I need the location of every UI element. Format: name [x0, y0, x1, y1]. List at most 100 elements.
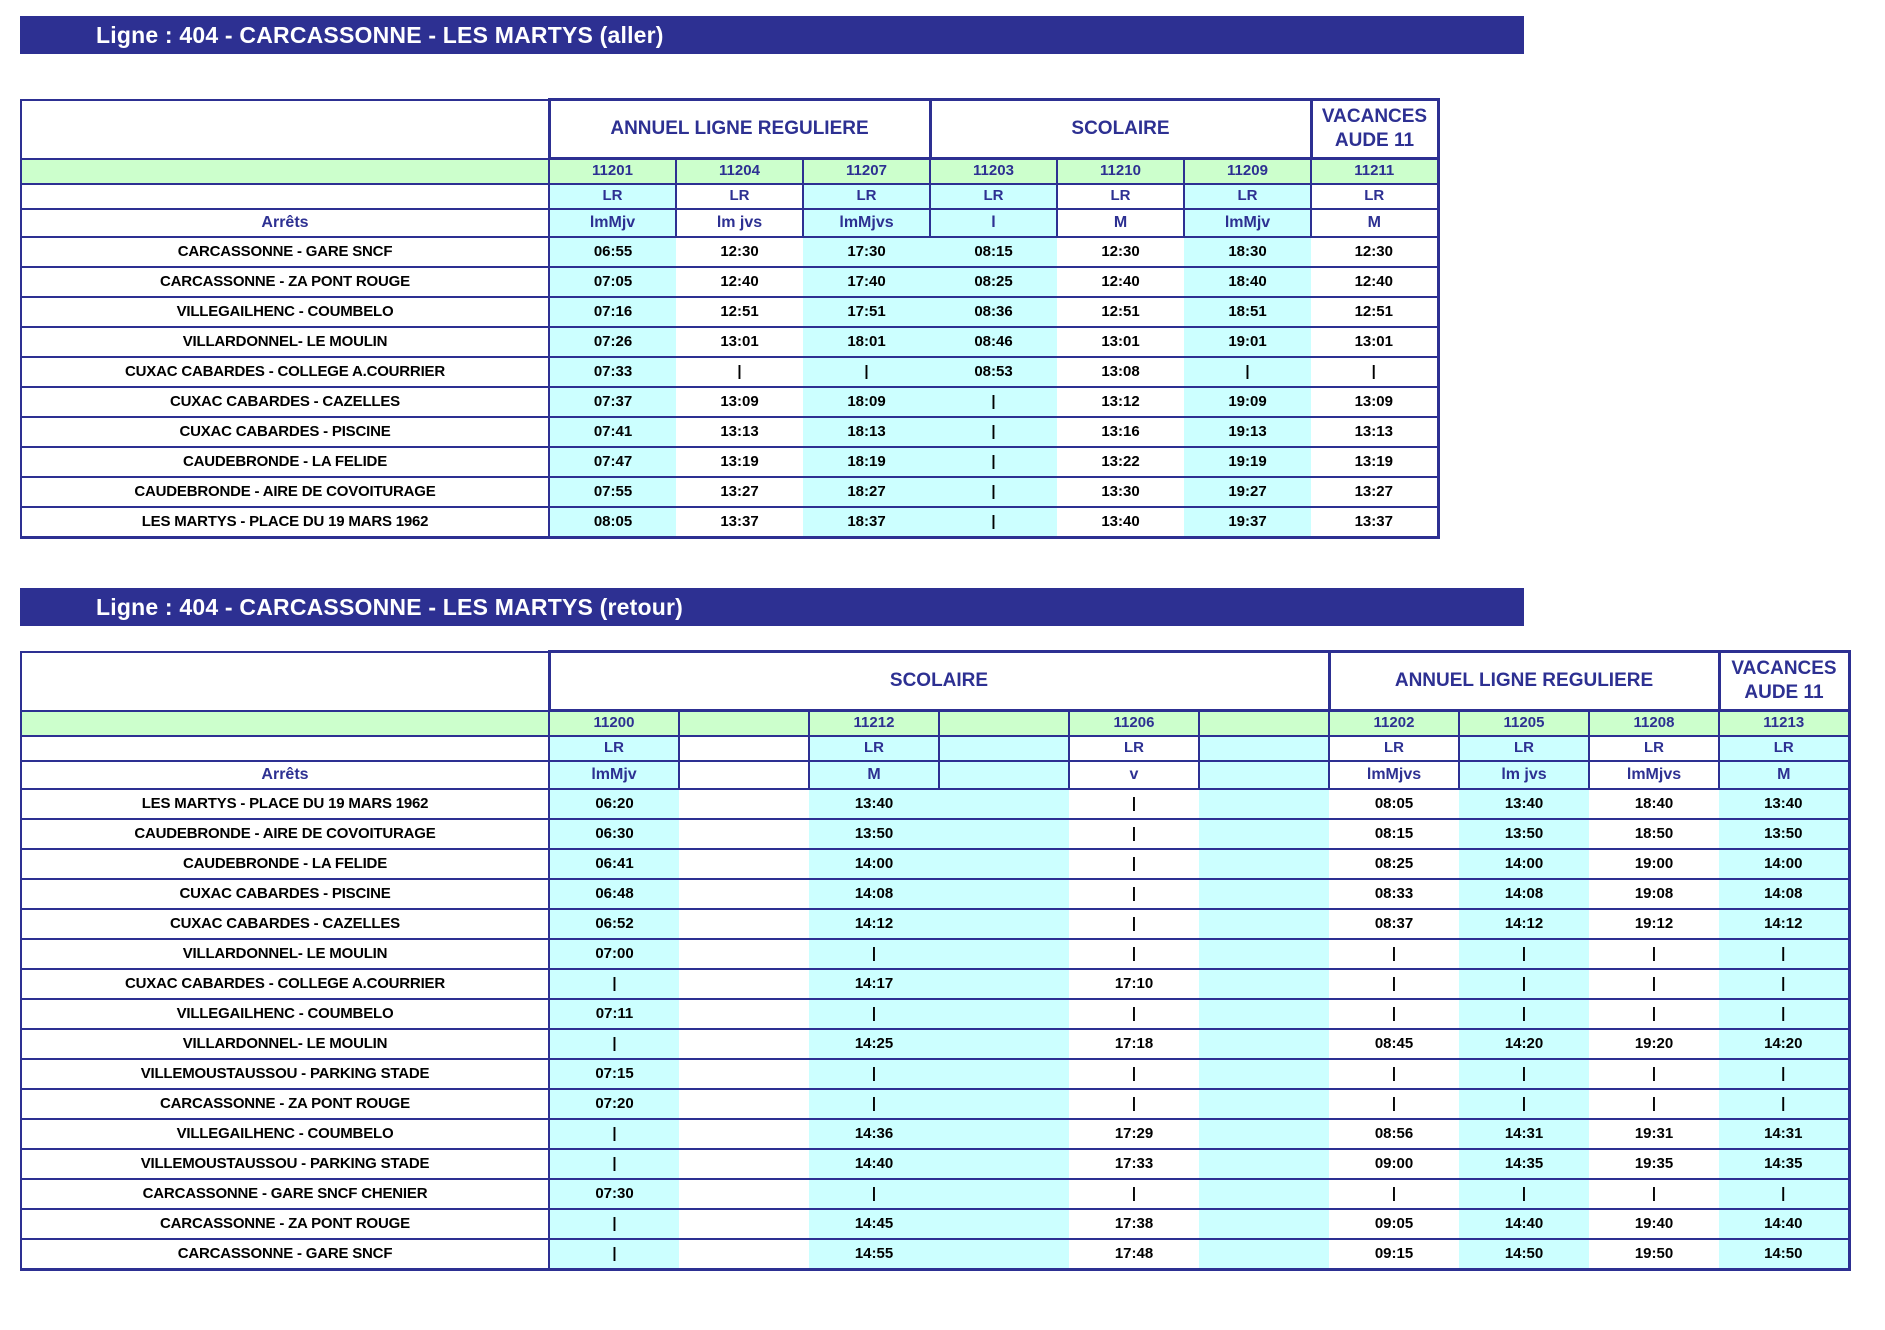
- time-cell: |: [1329, 1058, 1459, 1090]
- time-cell: 13:50: [1459, 818, 1589, 850]
- time-cell: 19:40: [1589, 1208, 1719, 1240]
- time-cell: |: [809, 1088, 939, 1120]
- network-cell: LR: [1310, 183, 1440, 210]
- time-cell: [939, 788, 1069, 820]
- time-cell: 13:01: [1311, 326, 1440, 358]
- time-cell: 18:37: [803, 506, 930, 539]
- time-cell: [679, 1058, 809, 1090]
- stop-name-cell: CUXAC CABARDES - CAZELLES: [20, 908, 550, 940]
- time-cell: 18:40: [1589, 788, 1719, 820]
- time-cell: |: [549, 1118, 679, 1150]
- time-cell: 18:40: [1184, 266, 1311, 298]
- time-cell: 13:40: [1057, 506, 1184, 539]
- stop-name-cell: VILLEGAILHENC - COUMBELO: [20, 998, 550, 1030]
- time-cell: [679, 818, 809, 850]
- time-cell: 17:33: [1069, 1148, 1199, 1180]
- time-cell: |: [930, 446, 1057, 478]
- table-row: CARCASSONNE - ZA PONT ROUGE 07:20 | | | | | |: [20, 1088, 1851, 1120]
- stop-name-cell: LES MARTYS - PLACE DU 19 MARS 1962: [20, 506, 550, 539]
- time-cell: 14:45: [809, 1208, 939, 1240]
- header-spacer: [20, 709, 550, 737]
- time-cell: 13:27: [1311, 476, 1440, 508]
- time-cell: 18:13: [803, 416, 930, 448]
- time-cell: 08:25: [930, 266, 1057, 298]
- time-cell: 07:05: [549, 266, 676, 298]
- time-cell: |: [1589, 1178, 1719, 1210]
- stop-name-cell: CAUDEBRONDE - AIRE DE COVOITURAGE: [20, 818, 550, 850]
- time-cell: [1199, 938, 1329, 970]
- time-cell: 07:41: [549, 416, 676, 448]
- time-cell: [679, 1028, 809, 1060]
- time-cell: 13:50: [809, 818, 939, 850]
- service-group-header: VACANCES AUDE 11: [1717, 650, 1851, 712]
- time-cell: |: [1069, 938, 1199, 970]
- time-cell: 14:25: [809, 1028, 939, 1060]
- network-cell: LR: [1328, 735, 1460, 762]
- stop-name-cell: CUXAC CABARDES - CAZELLES: [20, 386, 550, 418]
- service-number-cell: 11204: [675, 157, 804, 185]
- time-cell: 19:35: [1589, 1148, 1719, 1180]
- time-cell: 13:40: [1459, 788, 1589, 820]
- time-cell: 14:40: [809, 1148, 939, 1180]
- time-cell: 08:36: [930, 296, 1057, 328]
- table-row: VILLEMOUSTAUSSOU - PARKING STADE | 14:40 17…: [20, 1148, 1851, 1180]
- time-cell: |: [1069, 998, 1199, 1030]
- stop-name-cell: CARCASSONNE - ZA PONT ROUGE: [20, 266, 550, 298]
- time-cell: |: [1589, 1088, 1719, 1120]
- network-cell: LR: [808, 735, 940, 762]
- stop-name-cell: VILLARDONNEL- LE MOULIN: [20, 326, 550, 358]
- service-number-cell: 11209: [1183, 157, 1312, 185]
- stop-name-cell: VILLARDONNEL- LE MOULIN: [20, 1028, 550, 1060]
- time-cell: 14:12: [809, 908, 939, 940]
- stop-name-cell: CUXAC CABARDES - PISCINE: [20, 878, 550, 910]
- time-cell: 14:35: [1459, 1148, 1589, 1180]
- service-number-cell: 11202: [1328, 709, 1460, 737]
- time-cell: 17:29: [1069, 1118, 1199, 1150]
- days-cell: lm jvs: [675, 208, 804, 238]
- time-cell: [939, 908, 1069, 940]
- time-cell: 13:50: [1719, 818, 1851, 850]
- stop-name-cell: CUXAC CABARDES - PISCINE: [20, 416, 550, 448]
- time-cell: [1199, 788, 1329, 820]
- stop-name-cell: CAUDEBRONDE - AIRE DE COVOITURAGE: [20, 476, 550, 508]
- time-cell: 08:53: [930, 356, 1057, 388]
- stop-name-cell: CAUDEBRONDE - LA FELIDE: [20, 848, 550, 880]
- time-cell: [939, 848, 1069, 880]
- service-number-cell: 11206: [1068, 709, 1200, 737]
- stop-name-cell: CARCASSONNE - GARE SNCF: [20, 1238, 550, 1271]
- stop-name-cell: VILLEGAILHENC - COUMBELO: [20, 296, 550, 328]
- time-cell: 17:51: [803, 296, 930, 328]
- days-cell: [938, 760, 1070, 790]
- time-cell: 07:55: [549, 476, 676, 508]
- table-row: CUXAC CABARDES - PISCINE 06:48 14:08 | 08:33…: [20, 878, 1851, 910]
- time-cell: 08:56: [1329, 1118, 1459, 1150]
- time-cell: 08:46: [930, 326, 1057, 358]
- time-cell: 14:00: [1719, 848, 1851, 880]
- time-cell: 14:31: [1719, 1118, 1851, 1150]
- service-group-header: VACANCES AUDE 11: [1309, 98, 1440, 160]
- time-cell: 12:30: [1057, 236, 1184, 268]
- time-cell: |: [1459, 1088, 1589, 1120]
- time-cell: 14:20: [1719, 1028, 1851, 1060]
- time-cell: 18:30: [1184, 236, 1311, 268]
- time-cell: [939, 1118, 1069, 1150]
- time-cell: |: [930, 386, 1057, 418]
- time-cell: 13:19: [1311, 446, 1440, 478]
- time-cell: |: [809, 1178, 939, 1210]
- service-number-cell: 11205: [1458, 709, 1590, 737]
- table-row: LES MARTYS - PLACE DU 19 MARS 1962 06:20 1…: [20, 788, 1851, 820]
- time-cell: |: [809, 998, 939, 1030]
- days-cell: lmMjv: [548, 760, 680, 790]
- network-row: LR LR LR LR LR LR LR: [20, 183, 1440, 210]
- time-cell: 17:40: [803, 266, 930, 298]
- time-cell: |: [1719, 968, 1851, 1000]
- stop-name-cell: CARCASSONNE - GARE SNCF: [20, 236, 550, 268]
- time-cell: |: [1069, 818, 1199, 850]
- days-cell: M: [1056, 208, 1185, 238]
- time-cell: 13:22: [1057, 446, 1184, 478]
- network-cell: LR: [1458, 735, 1590, 762]
- table-row: VILLEMOUSTAUSSOU - PARKING STADE 07:15 | | |…: [20, 1058, 1851, 1090]
- service-number-cell: 11211: [1310, 157, 1440, 185]
- network-cell: LR: [548, 183, 677, 210]
- service-number-cell: 11212: [808, 709, 940, 737]
